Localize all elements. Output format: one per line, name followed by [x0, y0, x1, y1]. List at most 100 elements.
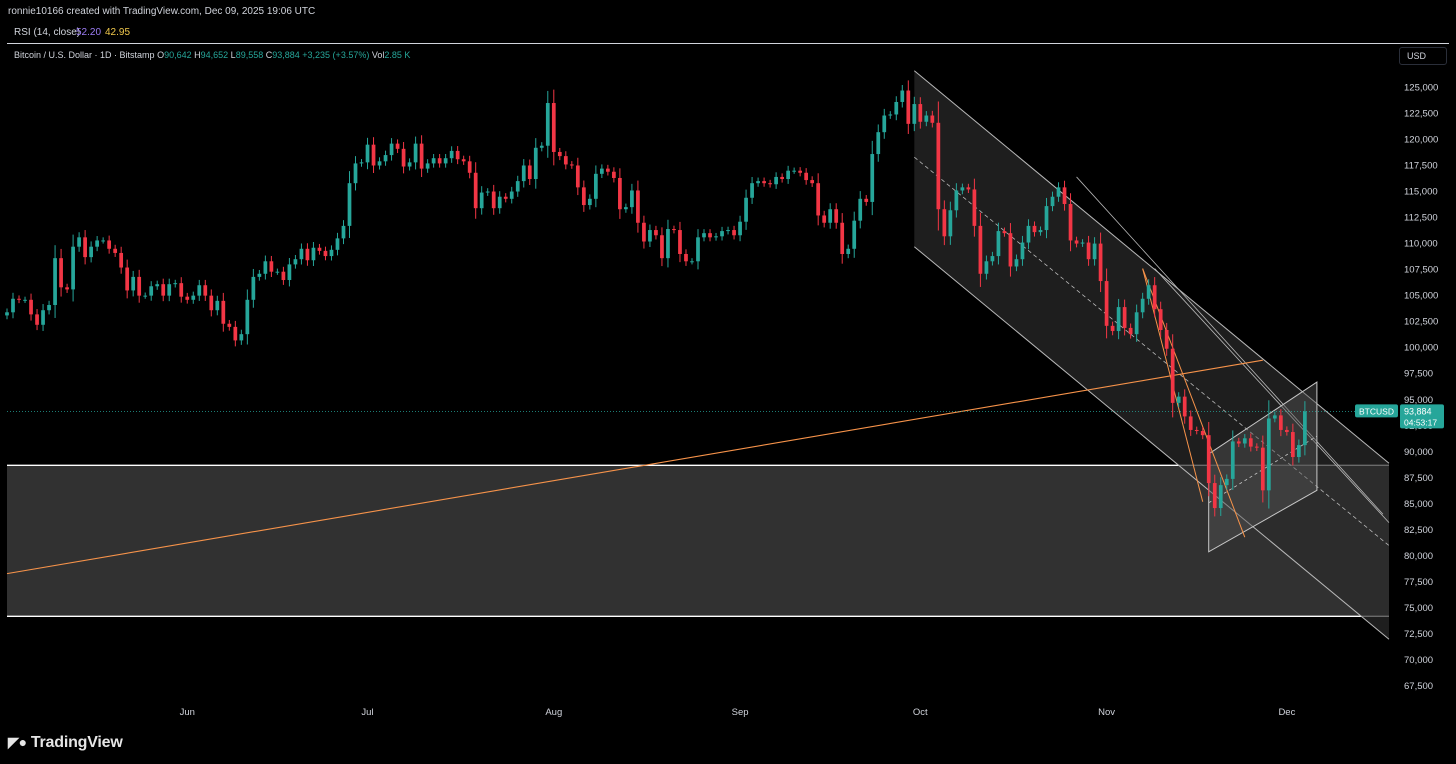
candle-body — [1086, 242, 1091, 260]
candle — [593, 165, 598, 208]
candle — [515, 175, 520, 197]
candle — [347, 171, 352, 238]
candle-body — [1020, 242, 1025, 260]
candle — [281, 266, 286, 285]
candle — [720, 226, 724, 241]
candle-body — [185, 296, 190, 300]
candle-body — [347, 183, 352, 226]
candle-body — [515, 181, 520, 192]
candle — [612, 167, 616, 183]
candle-body — [1116, 307, 1121, 332]
candle-body — [648, 230, 652, 242]
candle-body — [179, 283, 184, 297]
candle-body — [762, 181, 766, 184]
currency-button[interactable]: USD — [1399, 47, 1447, 65]
candle-body — [654, 230, 658, 236]
candle-body — [479, 192, 484, 209]
y-tick-label: 107,500 — [1404, 265, 1438, 276]
candle — [672, 225, 676, 234]
symbol-tag — [1355, 404, 1398, 418]
candle — [1176, 392, 1181, 408]
candle-body — [1080, 242, 1085, 244]
candle-body — [786, 170, 790, 180]
candle — [690, 258, 694, 265]
candle-body — [329, 249, 334, 257]
x-tick-label: Oct — [913, 707, 928, 718]
candle-body — [311, 247, 316, 261]
candle-body — [882, 115, 887, 133]
candle-body — [630, 190, 634, 208]
candle-body — [227, 323, 232, 327]
tradingview-logo[interactable]: ◤● TradingView — [8, 734, 123, 752]
candle-body — [900, 90, 905, 102]
candle — [137, 269, 142, 303]
candle-body — [1050, 196, 1055, 207]
candle — [822, 210, 827, 228]
candle-body — [828, 209, 833, 223]
candle — [888, 111, 893, 119]
candle — [455, 146, 460, 165]
candle — [77, 232, 81, 252]
rsi-label[interactable]: RSI (14, close) — [14, 27, 81, 38]
candle-body — [1068, 204, 1073, 241]
candle — [972, 178, 977, 237]
candle-body — [918, 104, 923, 122]
symbol-legend[interactable]: Bitcoin / U.S. Dollar · 1D · Bitstamp O9… — [14, 50, 410, 60]
candle — [738, 215, 742, 242]
pane-separator[interactable] — [7, 43, 1449, 44]
candle — [1188, 410, 1193, 436]
candle — [5, 308, 9, 320]
candle-body — [533, 147, 538, 180]
y-tick-label: 75,000 — [1404, 603, 1433, 614]
candle — [1278, 409, 1283, 437]
rsi-value-1: 52.20 — [76, 27, 102, 38]
candle-body — [690, 261, 694, 263]
candle-body — [587, 198, 592, 206]
candle-body — [509, 191, 514, 199]
candle — [395, 139, 400, 154]
candle — [1303, 401, 1307, 456]
candle-body — [173, 283, 178, 285]
volume-label: Vol — [371, 50, 385, 60]
candle-body — [503, 196, 508, 199]
candle-body — [960, 187, 965, 191]
candle-body — [137, 276, 142, 296]
candle — [1212, 474, 1217, 517]
candle — [521, 159, 526, 188]
candle-body — [1038, 230, 1043, 233]
candle — [101, 237, 106, 244]
candle-body — [756, 181, 760, 184]
candle — [35, 309, 39, 331]
candle — [1158, 301, 1163, 338]
candle — [167, 278, 172, 302]
symbol-title[interactable]: Bitcoin / U.S. Dollar · 1D · Bitstamp — [14, 50, 155, 60]
candle-body — [840, 222, 845, 254]
candle-body — [95, 240, 99, 247]
candle — [1254, 443, 1259, 451]
candle — [89, 241, 93, 263]
candle-body — [1110, 325, 1115, 332]
candle-body — [1303, 411, 1307, 446]
candle-body — [287, 264, 292, 281]
candle-body — [29, 299, 33, 315]
candle-body — [1014, 259, 1019, 267]
candle-body — [401, 148, 406, 167]
candle — [413, 136, 418, 170]
candle-body — [1218, 485, 1223, 509]
candle — [924, 111, 929, 127]
candle-body — [822, 215, 827, 223]
candle — [912, 96, 917, 132]
candle-body — [215, 300, 220, 311]
candle-body — [942, 209, 947, 237]
candle — [65, 283, 69, 293]
candle — [113, 244, 118, 257]
candle — [47, 300, 51, 315]
candle-body — [461, 159, 466, 162]
candle — [768, 179, 772, 188]
candle — [1122, 299, 1127, 336]
candle — [569, 161, 574, 169]
candle — [1080, 239, 1085, 247]
candle — [984, 255, 989, 280]
candle-body — [708, 233, 712, 238]
